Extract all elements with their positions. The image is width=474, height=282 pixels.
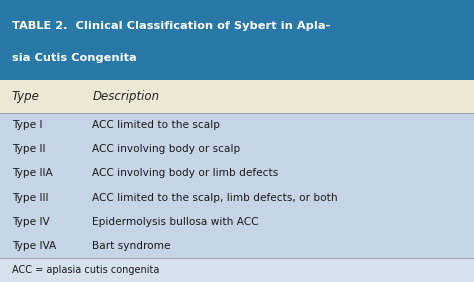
Text: ACC limited to the scalp: ACC limited to the scalp (92, 120, 220, 130)
Bar (0, 258, 474, 282)
Bar (0, 113, 474, 258)
Text: ACC limited to the scalp, limb defects, or both: ACC limited to the scalp, limb defects, … (92, 193, 338, 202)
Text: Type: Type (12, 90, 40, 103)
Text: Description: Description (92, 90, 160, 103)
Text: TABLE 2.  Clinical Classification of Sybert in Apla-: TABLE 2. Clinical Classification of Sybe… (12, 21, 330, 31)
Text: Type IIA: Type IIA (12, 168, 53, 178)
Text: Bart syndrome: Bart syndrome (92, 241, 171, 251)
Text: Type III: Type III (12, 193, 48, 202)
Bar (0, 80, 474, 113)
Text: ACC involving body or scalp: ACC involving body or scalp (92, 144, 241, 154)
Text: Type IVA: Type IVA (12, 241, 56, 251)
Text: Type I: Type I (12, 120, 42, 130)
Text: Epidermolysis bullosa with ACC: Epidermolysis bullosa with ACC (92, 217, 259, 227)
Bar (0, 0, 474, 80)
Text: Type IV: Type IV (12, 217, 49, 227)
Text: ACC = aplasia cutis congenita: ACC = aplasia cutis congenita (12, 265, 159, 275)
Text: Type II: Type II (12, 144, 46, 154)
Text: ACC involving body or limb defects: ACC involving body or limb defects (92, 168, 279, 178)
Text: sia Cutis Congenita: sia Cutis Congenita (12, 53, 137, 63)
